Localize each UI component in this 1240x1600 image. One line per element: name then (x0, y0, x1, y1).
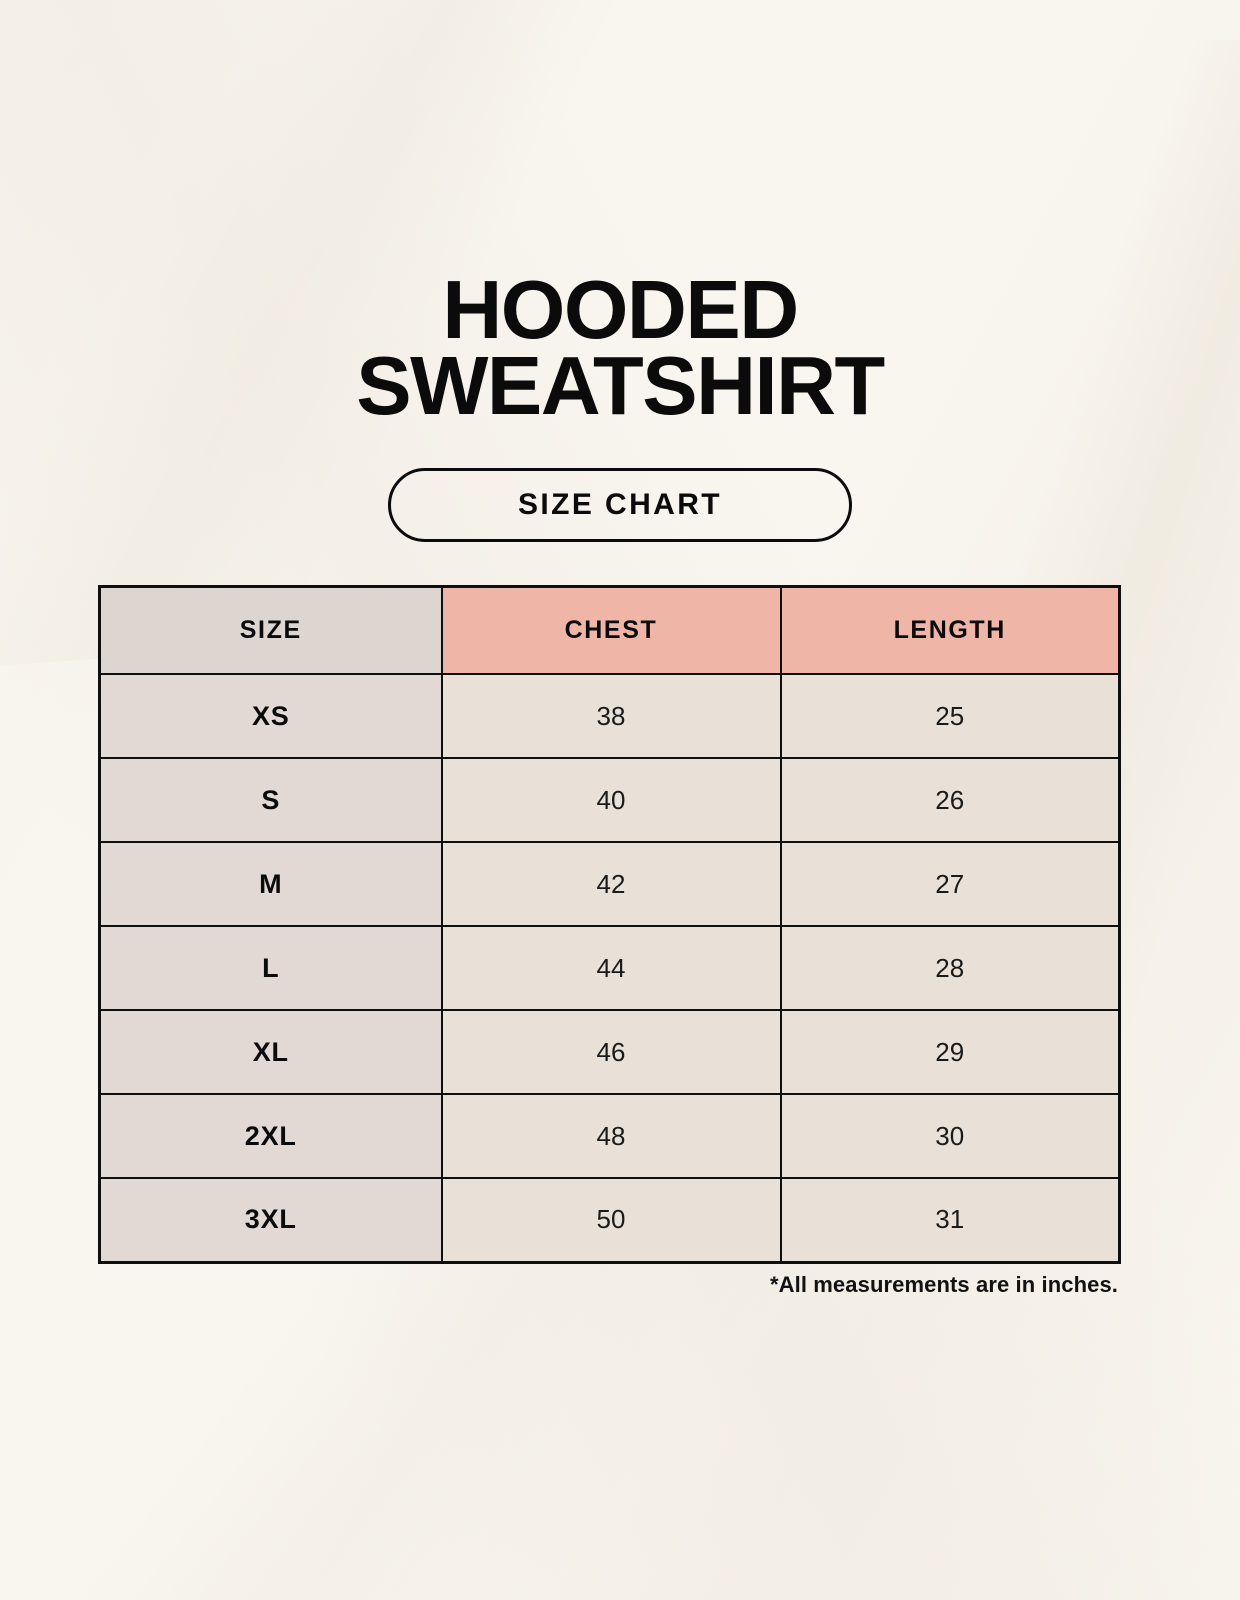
badge-container: SIZE CHART (0, 468, 1240, 542)
size-chart-badge-label: SIZE CHART (518, 488, 722, 521)
cell-length: 30 (779, 1093, 1121, 1179)
cell-size: M (98, 841, 443, 927)
cell-size: 2XL (98, 1093, 443, 1179)
cell-length: 26 (779, 757, 1121, 843)
table-row: 2XL 48 30 (98, 1093, 1121, 1179)
cell-chest: 46 (440, 1009, 782, 1095)
cell-size: XS (98, 673, 443, 759)
cell-chest: 42 (440, 841, 782, 927)
table-row: M 42 27 (98, 841, 1121, 927)
column-header-length: LENGTH (779, 585, 1121, 675)
table-row: S 40 26 (98, 757, 1121, 843)
size-table-container: SIZE CHEST LENGTH XS 38 25 S 40 26 M (98, 585, 1121, 1264)
measurements-footnote: *All measurements are in inches. (769, 1272, 1118, 1297)
size-table: SIZE CHEST LENGTH XS 38 25 S 40 26 M (98, 585, 1121, 1264)
cell-chest: 44 (440, 925, 782, 1011)
cell-size: 3XL (98, 1177, 443, 1263)
table-row: 3XL 50 31 (98, 1177, 1121, 1263)
size-table-body: XS 38 25 S 40 26 M 42 27 L 44 28 (98, 673, 1121, 1263)
column-header-size: SIZE (98, 585, 443, 675)
cell-length: 28 (779, 925, 1121, 1011)
table-row: XL 46 29 (98, 1009, 1121, 1095)
cell-length: 29 (779, 1009, 1121, 1095)
cell-chest: 38 (440, 673, 782, 759)
table-row: L 44 28 (98, 925, 1121, 1011)
size-table-head: SIZE CHEST LENGTH (98, 585, 1121, 675)
size-chart-badge: SIZE CHART (388, 468, 852, 542)
cell-size: XL (98, 1009, 443, 1095)
column-header-chest: CHEST (440, 585, 782, 675)
cell-chest: 50 (440, 1177, 782, 1263)
cell-size: S (98, 757, 443, 843)
title-block: HOODED SWEATSHIRT (0, 263, 1240, 433)
cell-chest: 40 (440, 757, 782, 843)
table-row: XS 38 25 (98, 673, 1121, 759)
cell-length: 31 (779, 1177, 1121, 1263)
cell-length: 27 (779, 841, 1121, 927)
page-title: HOODED SWEATSHIRT (356, 263, 885, 433)
cell-length: 25 (779, 673, 1121, 759)
cell-size: L (98, 925, 443, 1011)
table-header-row: SIZE CHEST LENGTH (98, 585, 1121, 675)
cell-chest: 48 (440, 1093, 782, 1179)
